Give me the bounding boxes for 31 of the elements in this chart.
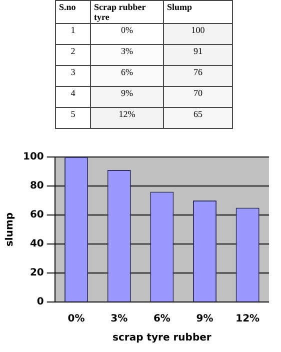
y-tick-label: 0 <box>36 296 44 308</box>
x-tick-label: 6% <box>153 314 170 325</box>
x-tick-label: 3% <box>110 314 128 325</box>
y-axis-title: slump <box>4 212 16 247</box>
x-axis-title: scrap tyre rubber <box>112 332 212 344</box>
data-label: 3% <box>90 44 164 66</box>
y-tick-label: 1 <box>56 24 90 44</box>
data-label: 100 <box>164 24 232 44</box>
x-tick-label: 0% <box>68 314 85 325</box>
y-tick-label: 5 <box>56 108 90 128</box>
data-label: 0% <box>90 24 164 44</box>
data-label: 65 <box>164 108 232 128</box>
data-label: 76 <box>164 66 232 86</box>
data-label: 6% <box>90 66 164 86</box>
x-tick-label: Slump <box>164 0 232 24</box>
y-tick-label: 3 <box>56 66 90 86</box>
x-tick-label: 12% <box>236 314 260 325</box>
y-axis-title: S.no <box>56 0 90 24</box>
y-tick-label: 80 <box>30 180 44 192</box>
y-tick-label: 60 <box>30 210 44 221</box>
y-tick-label: 20 <box>30 268 44 279</box>
y-tick-label: 100 <box>23 152 44 163</box>
data-label: 9% <box>90 86 164 108</box>
y-tick-label: 4 <box>56 86 90 108</box>
y-tick-label: 40 <box>30 238 44 250</box>
data-label: 12% <box>90 108 164 128</box>
data-label: 70 <box>164 86 232 108</box>
data-label: 91 <box>164 44 232 66</box>
y-tick-label: 2 <box>56 44 90 66</box>
x-tick-label: 9% <box>196 314 214 325</box>
x-tick-label: Scrap rubber tyre <box>90 0 164 24</box>
